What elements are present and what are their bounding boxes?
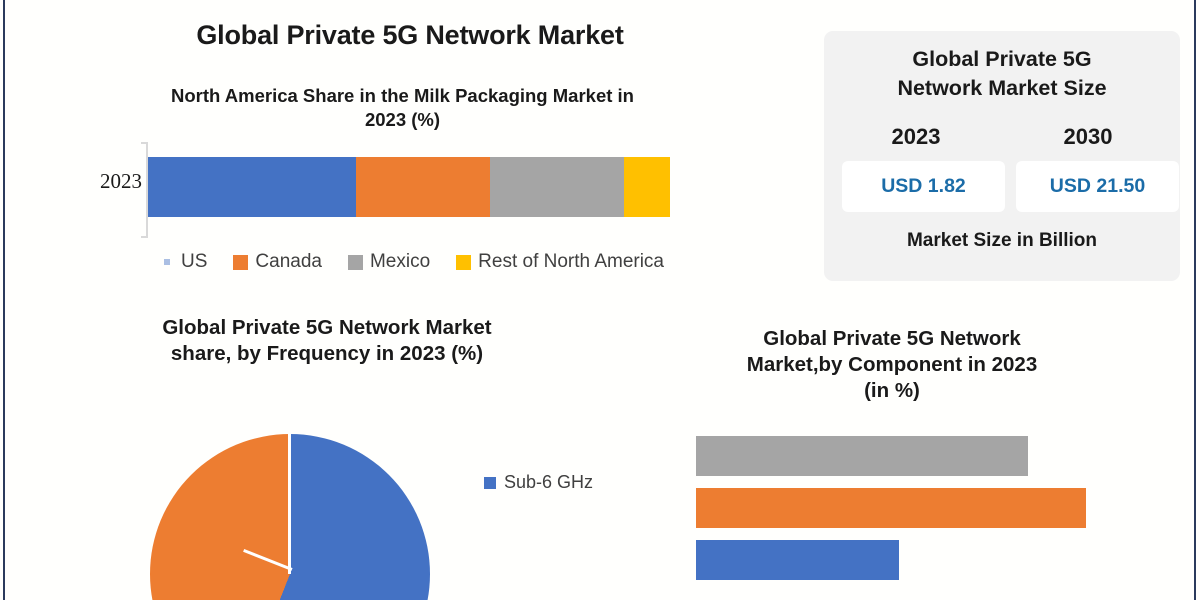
north-america-legend-label-0: US xyxy=(181,251,208,272)
north-america-legend-item-1: Canada xyxy=(233,251,322,273)
frequency-pie-separator-top xyxy=(288,434,291,574)
north-america-bar-segment-3 xyxy=(623,157,670,217)
north-america-axis-tick-top xyxy=(141,142,148,144)
legend-swatch-icon xyxy=(233,254,249,270)
north-america-axis-line xyxy=(146,142,148,238)
component-chart-title: Global Private 5G Network Market,by Comp… xyxy=(746,327,1038,403)
component-bar-series-1 xyxy=(696,540,899,580)
north-america-legend-item-2: Mexico xyxy=(347,251,431,273)
north-america-legend: US Canada Mexico Rest of North America xyxy=(160,251,664,273)
frame-border-right xyxy=(1194,0,1196,600)
north-america-legend-item-0: US xyxy=(160,251,207,273)
market-size-card-title: Global Private 5G Network Market Size xyxy=(897,47,1107,100)
market-size-year-2030: 2030 xyxy=(1063,124,1113,149)
north-america-legend-label-1: Canada xyxy=(255,251,322,272)
north-america-bar-segment-1 xyxy=(355,157,490,217)
market-size-value-2023: USD 1.82 xyxy=(842,161,1005,212)
market-size-value-2030: USD 21.50 xyxy=(1016,161,1179,212)
frequency-chart-title: Global Private 5G Network Market share, … xyxy=(162,316,492,366)
north-america-bar-segment-0 xyxy=(148,157,356,217)
north-america-bar-segment-2 xyxy=(489,157,624,217)
north-america-chart-title: North America Share in the Milk Packagin… xyxy=(171,85,634,130)
legend-swatch-icon xyxy=(347,254,363,270)
frequency-legend: Sub-6 GHz xyxy=(484,472,593,493)
north-america-category-label: 2023 xyxy=(100,169,142,193)
market-size-footnote: Market Size in Billion xyxy=(906,230,1098,251)
market-size-card: Global Private 5G Network Market Size 20… xyxy=(824,31,1180,281)
north-america-axis-tick-bottom xyxy=(141,236,148,238)
legend-swatch-icon xyxy=(456,254,472,270)
legend-swatch-icon xyxy=(164,259,170,265)
north-america-legend-item-3: Rest of North America xyxy=(456,251,664,273)
frequency-legend-label: Sub-6 GHz xyxy=(504,472,594,492)
north-america-stacked-bar xyxy=(148,157,670,217)
frequency-legend-swatch xyxy=(484,476,496,489)
component-bar-series-3 xyxy=(696,436,1028,476)
frame-border-left xyxy=(3,0,5,600)
page-title: Global Private 5G Network Market xyxy=(196,20,624,50)
north-america-legend-label-2: Mexico xyxy=(369,251,431,272)
market-size-year-2023: 2023 xyxy=(891,124,941,149)
component-bar-series-2 xyxy=(696,488,1086,528)
north-america-legend-label-3: Rest of North America xyxy=(478,251,664,272)
